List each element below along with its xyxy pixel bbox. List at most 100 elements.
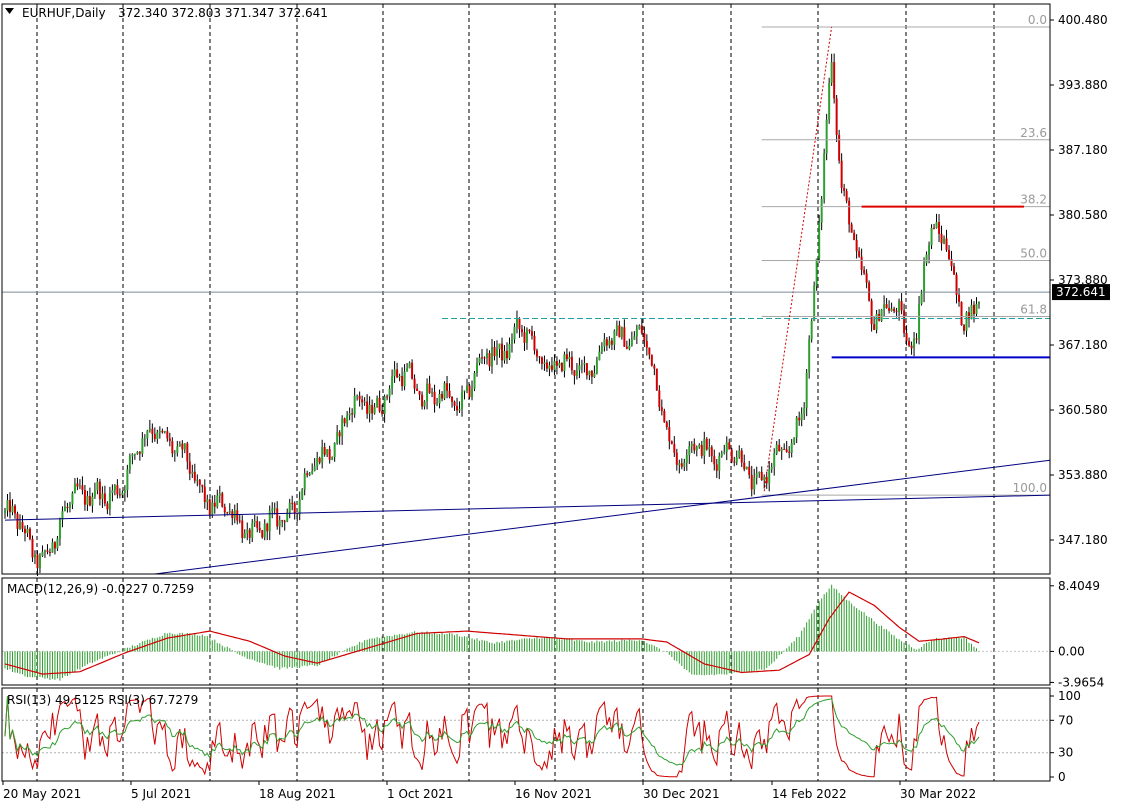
bull-candle — [753, 477, 756, 490]
bear-candle — [168, 438, 171, 442]
bear-candle — [318, 457, 321, 463]
bear-candle — [540, 357, 543, 364]
bear-candle — [743, 462, 746, 470]
bear-candle — [863, 269, 866, 274]
bull-candle — [568, 356, 571, 360]
bull-candle — [875, 313, 878, 330]
bear-candle — [181, 443, 184, 450]
bull-candle — [158, 431, 161, 433]
bear-candle — [441, 393, 444, 399]
bear-candle — [785, 449, 788, 452]
bull-candle — [353, 395, 356, 415]
price-tick-label: 380.580 — [1058, 208, 1108, 222]
time-tick-label: 30 Mar 2022 — [900, 787, 976, 801]
rsi3-line — [4, 695, 980, 778]
bull-candle — [91, 496, 94, 506]
bear-candle — [900, 301, 903, 311]
bear-candle — [660, 407, 663, 411]
time-tick-label: 1 Oct 2021 — [387, 787, 454, 801]
bull-candle — [600, 346, 603, 352]
bear-candle — [835, 98, 838, 135]
bear-candle — [366, 401, 369, 414]
macd-title: MACD(12,26,9) -0.0227 0.7259 — [7, 582, 194, 596]
bear-candle — [840, 160, 843, 188]
macd-pane — [2, 584, 1050, 681]
bull-candle — [685, 455, 688, 463]
bear-candle — [223, 506, 226, 513]
macd-tick-label: 8.4049 — [1058, 579, 1100, 593]
bear-candle — [910, 345, 913, 349]
bear-candle — [13, 505, 16, 514]
bull-candle — [133, 453, 136, 455]
bull-candle — [101, 493, 104, 500]
bull-candle — [301, 489, 304, 500]
bull-candle — [443, 383, 446, 399]
bear-candle — [903, 310, 906, 334]
bear-candle — [658, 390, 661, 408]
bull-candle — [216, 495, 219, 507]
bear-candle — [973, 304, 976, 315]
bear-candle — [188, 461, 191, 474]
bear-candle — [948, 249, 951, 260]
bull-candle — [183, 443, 186, 450]
bull-candle — [393, 369, 396, 377]
rsi-tick-label: 100 — [1058, 689, 1081, 703]
bear-candle — [555, 361, 558, 366]
bear-candle — [668, 427, 671, 442]
bull-candle — [735, 457, 738, 463]
bull-candle — [373, 407, 376, 414]
macd-axis: 8.4049 0.00 -3.9654 — [1050, 579, 1104, 689]
bull-candle — [466, 385, 469, 391]
bear-candle — [338, 432, 341, 437]
bull-candle — [698, 445, 701, 448]
bear-candle — [418, 390, 421, 395]
bull-candle — [738, 450, 741, 458]
bull-candle — [463, 390, 466, 392]
bull-candle — [156, 432, 159, 440]
bull-candle — [630, 339, 633, 346]
bear-candle — [153, 433, 156, 440]
bear-candle — [518, 318, 521, 330]
price-pane — [4, 53, 980, 577]
bear-candle — [530, 331, 533, 336]
bear-candle — [221, 493, 224, 507]
bear-candle — [960, 301, 963, 326]
bull-candle — [920, 293, 923, 304]
symbol-label: EURHUF,Daily — [22, 6, 106, 20]
bear-candle — [870, 300, 873, 325]
bear-candle — [361, 399, 364, 403]
bull-candle — [775, 444, 778, 454]
time-tick-label: 30 Dec 2021 — [643, 787, 720, 801]
bear-candle — [258, 527, 261, 531]
bull-candle — [880, 309, 883, 321]
bear-candle — [670, 441, 673, 445]
bear-candle — [433, 391, 436, 405]
bear-candle — [31, 538, 34, 558]
fib-level-label: 100.0 — [1013, 481, 1047, 495]
bear-candle — [873, 324, 876, 330]
menu-triangle-icon[interactable] — [5, 8, 14, 14]
bear-candle — [401, 376, 404, 387]
bear-candle — [693, 443, 696, 451]
bear-candle — [623, 327, 626, 347]
bear-candle — [560, 362, 563, 371]
bull-candle — [923, 263, 926, 294]
bull-candle — [93, 490, 96, 497]
bear-candle — [48, 552, 51, 554]
bear-candle — [528, 329, 531, 332]
bull-candle — [965, 312, 968, 331]
bull-candle — [33, 554, 36, 558]
bull-candle — [683, 462, 686, 467]
bull-candle — [86, 495, 89, 505]
bear-candle — [238, 520, 241, 522]
bear-candle — [296, 513, 299, 515]
bull-candle — [326, 449, 329, 455]
bull-candle — [436, 403, 439, 405]
macd-tick-label: 0.00 — [1058, 644, 1085, 658]
bear-candle — [895, 311, 898, 313]
bull-candle — [321, 447, 324, 463]
time-tick-label: 20 May 2021 — [3, 787, 81, 801]
pane-border — [1, 3, 1051, 575]
fib-level-label: 61.8 — [1020, 302, 1047, 316]
